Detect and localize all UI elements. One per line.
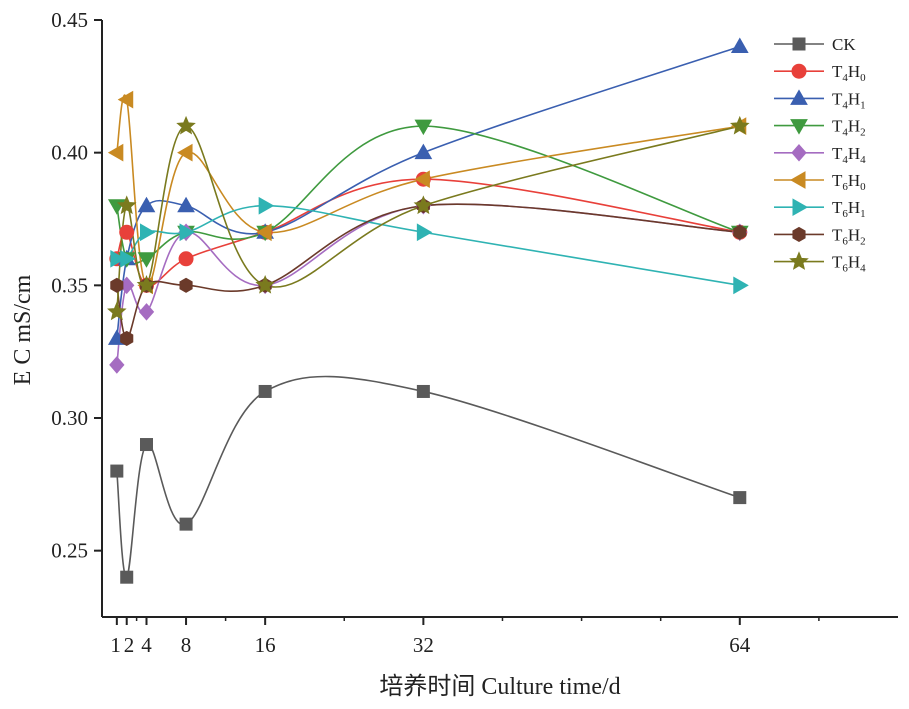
y-ticks: 0.25 0.30 0.35 0.40 0.45 bbox=[51, 8, 102, 563]
data-point-t4h1 bbox=[177, 196, 195, 213]
data-point-t6h1 bbox=[110, 249, 126, 268]
data-point-t4h1 bbox=[730, 37, 749, 54]
data-point-t6h4 bbox=[116, 195, 137, 215]
data-point-t6h4 bbox=[107, 301, 127, 321]
data-point-t4h1 bbox=[414, 143, 433, 160]
x-tick-label: 1 bbox=[110, 633, 121, 657]
data-point-t6h4 bbox=[176, 115, 196, 135]
data-point-t6h2 bbox=[179, 277, 193, 293]
legend-label: T6H0 bbox=[832, 171, 866, 193]
data-point-ck bbox=[139, 438, 153, 452]
x-tick-label: 4 bbox=[141, 633, 152, 657]
data-point-ck bbox=[179, 517, 193, 531]
legend-marker bbox=[792, 226, 806, 242]
legend-label: T6H4 bbox=[832, 253, 866, 275]
series-line-t6h2 bbox=[116, 203, 740, 340]
legend-marker bbox=[792, 37, 806, 51]
x-ticks: 1 2 4 8 16 32 64 bbox=[110, 617, 820, 657]
data-point-t6h4 bbox=[136, 275, 157, 294]
axes bbox=[101, 20, 898, 618]
data-point-t6h0 bbox=[414, 170, 430, 189]
data-point-t6h1 bbox=[416, 223, 433, 242]
legend-marker bbox=[791, 144, 807, 162]
data-point-ck bbox=[120, 570, 134, 584]
x-axis-title: 培养时间 Culture time/d bbox=[379, 673, 620, 700]
legend-label: T4H0 bbox=[832, 62, 866, 84]
legend-label: CK bbox=[832, 35, 856, 54]
series-line-t4h4 bbox=[116, 203, 740, 366]
legend-item-t4h0: T4H0 bbox=[774, 62, 866, 84]
data-point-t4h1 bbox=[137, 196, 156, 213]
legend-item-t4h4: T4H4 bbox=[774, 144, 866, 166]
legend-marker bbox=[789, 171, 806, 189]
legend-marker bbox=[789, 251, 809, 270]
legend-marker bbox=[790, 89, 808, 105]
data-point-t6h4 bbox=[255, 275, 275, 294]
legend-label: T6H1 bbox=[832, 198, 866, 220]
data-point-t6h0 bbox=[177, 143, 193, 162]
legend-item-t4h2: T4H2 bbox=[774, 117, 866, 139]
legend-item-t6h0: T6H0 bbox=[774, 171, 866, 193]
series-line-t6h4 bbox=[116, 125, 740, 312]
y-tick-label: 0.30 bbox=[51, 406, 88, 430]
data-point-t6h1 bbox=[120, 249, 136, 268]
x-tick-label: 32 bbox=[413, 633, 434, 657]
legend-label: T4H4 bbox=[832, 144, 866, 166]
series-line-t4h2 bbox=[116, 125, 741, 265]
legend-label: T6H2 bbox=[832, 225, 866, 247]
legend-item-t6h1: T6H1 bbox=[774, 198, 866, 220]
data-point-t6h4 bbox=[729, 115, 750, 135]
legend-item-t4h1: T4H1 bbox=[774, 89, 866, 111]
series-markers bbox=[107, 37, 750, 584]
data-point-t6h2 bbox=[120, 330, 134, 346]
series-line-t6h0 bbox=[116, 94, 740, 287]
series-line-ck bbox=[116, 375, 741, 579]
data-point-ck bbox=[110, 464, 124, 478]
data-point-ck bbox=[258, 384, 272, 398]
legend-item-ck: CK bbox=[774, 35, 856, 54]
x-tick-label: 8 bbox=[181, 633, 192, 657]
y-axis-title: E C mS/cm bbox=[10, 274, 36, 385]
legend-item-t6h4: T6H4 bbox=[774, 251, 866, 275]
data-point-t6h2 bbox=[110, 277, 124, 293]
data-point-t4h2 bbox=[137, 252, 156, 268]
data-point-t6h4 bbox=[413, 195, 434, 215]
data-point-t6h1 bbox=[179, 223, 196, 242]
series-line-t6h1 bbox=[116, 204, 740, 287]
legend-label: T4H1 bbox=[832, 89, 866, 111]
series-line-t4h1 bbox=[116, 45, 741, 339]
data-point-t6h0 bbox=[256, 223, 272, 242]
legend-marker bbox=[791, 63, 807, 79]
legend-item-t6h2: T6H2 bbox=[774, 225, 866, 247]
legend-label: T4H2 bbox=[832, 117, 866, 139]
data-point-t4h0 bbox=[178, 251, 194, 267]
data-point-t4h4 bbox=[109, 356, 125, 374]
data-point-t6h1 bbox=[139, 223, 156, 242]
data-point-t4h0 bbox=[119, 224, 135, 240]
y-tick-label: 0.40 bbox=[51, 141, 88, 165]
data-point-t4h4 bbox=[138, 303, 155, 321]
data-point-t6h0 bbox=[117, 90, 134, 109]
x-tick-label: 16 bbox=[255, 633, 276, 657]
data-point-t6h1 bbox=[258, 196, 275, 215]
legend-marker bbox=[790, 119, 808, 135]
data-point-ck bbox=[733, 491, 747, 505]
y-tick-label: 0.25 bbox=[51, 539, 88, 563]
legend-marker bbox=[792, 198, 809, 217]
data-point-t4h2 bbox=[414, 119, 433, 136]
data-point-ck bbox=[416, 384, 430, 398]
x-tick-label: 64 bbox=[729, 633, 751, 657]
y-tick-label: 0.35 bbox=[51, 273, 88, 297]
legend: CK T4H0 T4H1 T4H2 T4H4 T6H0 T6H1 T6H2 T6H4 bbox=[774, 35, 866, 275]
y-tick-label: 0.45 bbox=[51, 8, 88, 32]
x-tick-label: 2 bbox=[124, 633, 134, 657]
data-point-t6h2 bbox=[733, 224, 747, 240]
data-point-t6h1 bbox=[733, 276, 749, 295]
data-point-t6h0 bbox=[107, 143, 124, 162]
